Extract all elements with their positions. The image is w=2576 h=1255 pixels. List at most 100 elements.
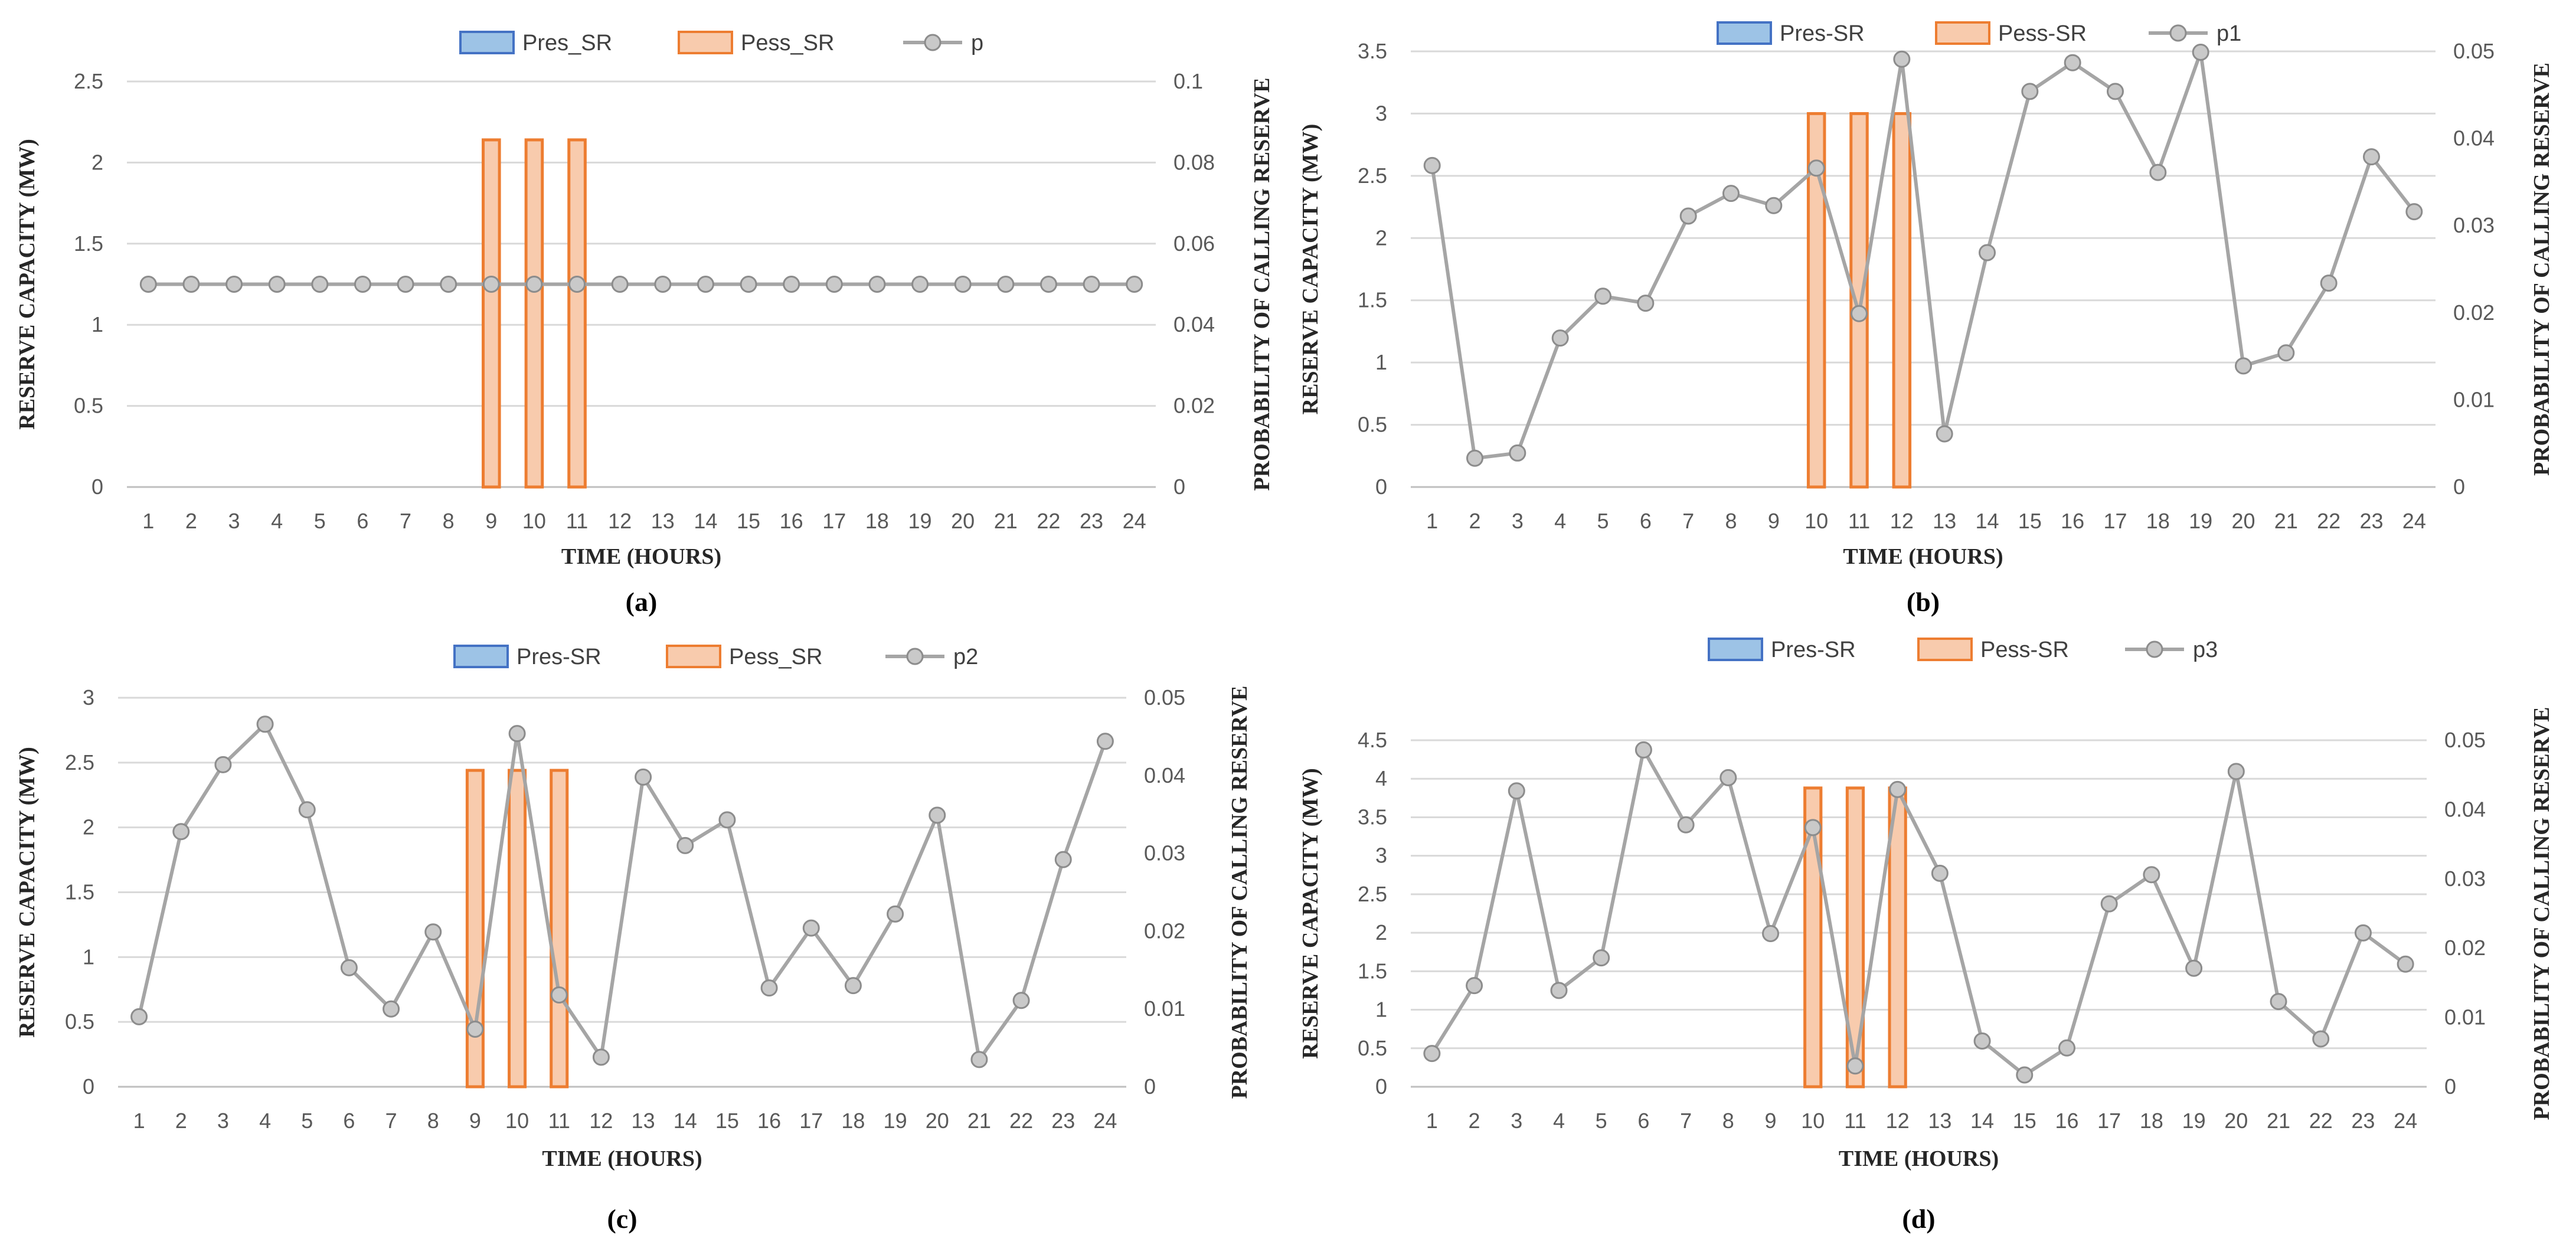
legend-label-pres: Pres-SR xyxy=(1780,21,1865,46)
x-tick-label: 17 xyxy=(822,509,846,533)
x-tick-label: 7 xyxy=(400,509,411,533)
legend-label-pess: Pess_SR xyxy=(741,31,834,55)
legend-swatch-pess xyxy=(666,645,721,668)
y2-tick-label: 0.02 xyxy=(2444,936,2486,960)
probability-point xyxy=(2363,148,2380,166)
x-tick-label: 6 xyxy=(1640,509,1652,533)
y-tick-label: 4 xyxy=(1375,766,1387,790)
y-tick-label: 0 xyxy=(1375,1074,1387,1099)
probability-point xyxy=(311,276,329,293)
legend-swatch-marker xyxy=(924,34,942,51)
legend-swatch-pess xyxy=(1917,638,1973,661)
y-tick-label: 2 xyxy=(1375,225,1387,250)
y2-tick-label: 0.01 xyxy=(2453,387,2495,411)
legend-label-line: p1 xyxy=(2217,21,2241,46)
x-tick-label: 16 xyxy=(2055,1109,2078,1133)
probability-point xyxy=(2016,1066,2034,1084)
x-tick-label: 4 xyxy=(1554,509,1566,533)
panel-label: (d) xyxy=(1902,1204,1935,1234)
x-tick-label: 4 xyxy=(271,509,283,533)
y2-tick-label: 0.1 xyxy=(1173,69,1203,93)
x-tick-label: 5 xyxy=(1596,1109,1607,1133)
probability-point xyxy=(1550,982,1568,999)
probability-point xyxy=(740,276,757,293)
legend-swatch-pres xyxy=(1717,21,1772,45)
x-tick-label: 1 xyxy=(1426,1109,1438,1133)
bar-pess-sr xyxy=(482,138,501,489)
x-tick-label: 3 xyxy=(1512,509,1524,533)
x-tick-label: 22 xyxy=(1037,509,1060,533)
bar-pess-sr xyxy=(550,769,569,1089)
y-tick-label: 0.5 xyxy=(1358,1036,1387,1060)
probability-point xyxy=(1083,276,1100,293)
x-tick-label: 17 xyxy=(2097,1109,2121,1133)
x-tick-label: 14 xyxy=(1975,509,1999,533)
probability-point xyxy=(268,276,286,293)
x-tick-label: 17 xyxy=(2103,509,2127,533)
probability-point xyxy=(1096,733,1114,750)
bar-pess-sr xyxy=(1892,112,1912,489)
x-axis-title: TIME (HOURS) xyxy=(561,544,721,569)
x-axis-title: TIME (HOURS) xyxy=(1839,1146,1999,1171)
x-tick-label: 15 xyxy=(2013,1109,2036,1133)
legend-swatch-marker xyxy=(2169,24,2187,42)
y-tick-label: 3 xyxy=(1375,101,1387,125)
probability-point xyxy=(340,959,358,976)
y-tick-label: 1 xyxy=(1375,998,1387,1022)
x-tick-label: 13 xyxy=(651,509,675,533)
x-tick-label: 15 xyxy=(2018,509,2042,533)
probability-point xyxy=(676,836,694,854)
probability-point xyxy=(2149,164,2167,181)
probability-point xyxy=(1126,276,1143,293)
x-tick-label: 19 xyxy=(908,509,932,533)
y-tick-label: 1 xyxy=(1375,350,1387,374)
probability-point xyxy=(568,276,586,293)
x-tick-label: 8 xyxy=(443,509,455,533)
probability-point xyxy=(1931,864,1949,882)
y-tick-label: 3 xyxy=(83,685,94,710)
x-tick-label: 22 xyxy=(2309,1109,2333,1133)
legend-label-line: p2 xyxy=(953,645,978,669)
probability-point xyxy=(508,725,526,743)
y2-tick-label: 0.04 xyxy=(1173,312,1215,336)
y-tick-label: 1.5 xyxy=(1358,959,1387,983)
x-tick-label: 24 xyxy=(2402,509,2426,533)
y-axis-title: RESERVE CAPACITY (MW) xyxy=(1298,768,1323,1059)
probability-point xyxy=(1679,207,1697,225)
probability-point xyxy=(1508,782,1525,800)
probability-point xyxy=(466,1020,484,1038)
probability-point xyxy=(298,801,316,819)
probability-point xyxy=(2143,866,2160,884)
probability-point xyxy=(1893,50,1911,68)
probability-point xyxy=(1765,197,1783,214)
x-tick-label: 10 xyxy=(1804,509,1828,533)
probability-point xyxy=(929,806,946,824)
y-tick-label: 1 xyxy=(83,944,94,969)
x-tick-label: 23 xyxy=(1080,509,1103,533)
probability-point xyxy=(2185,959,2203,977)
y-tick-label: 0 xyxy=(1375,475,1387,499)
probability-point xyxy=(1719,769,1737,786)
y2-tick-label: 0.02 xyxy=(1173,394,1215,418)
x-tick-label: 23 xyxy=(1051,1109,1075,1133)
x-tick-label: 13 xyxy=(1933,509,1956,533)
probability-point xyxy=(397,276,414,293)
y-tick-label: 3.5 xyxy=(1358,805,1387,829)
x-tick-label: 14 xyxy=(674,1109,697,1133)
x-tick-label: 11 xyxy=(1844,1109,1866,1133)
probability-point xyxy=(1012,992,1030,1009)
x-tick-label: 9 xyxy=(469,1109,481,1133)
legend-swatch-pres xyxy=(1708,638,1763,661)
x-tick-label: 18 xyxy=(2146,509,2170,533)
x-tick-label: 24 xyxy=(1123,509,1146,533)
y-tick-label: 0 xyxy=(91,475,103,499)
legend-label-pess: Pess_SR xyxy=(729,645,822,669)
y2-tick-label: 0.03 xyxy=(2444,867,2486,891)
x-tick-label: 4 xyxy=(259,1109,271,1133)
y2-tick-label: 0.01 xyxy=(1144,996,1185,1021)
x-tick-label: 18 xyxy=(2140,1109,2163,1133)
probability-point xyxy=(1677,816,1695,834)
x-tick-label: 19 xyxy=(2182,1109,2206,1133)
y2-tick-label: 0.03 xyxy=(2453,213,2495,237)
